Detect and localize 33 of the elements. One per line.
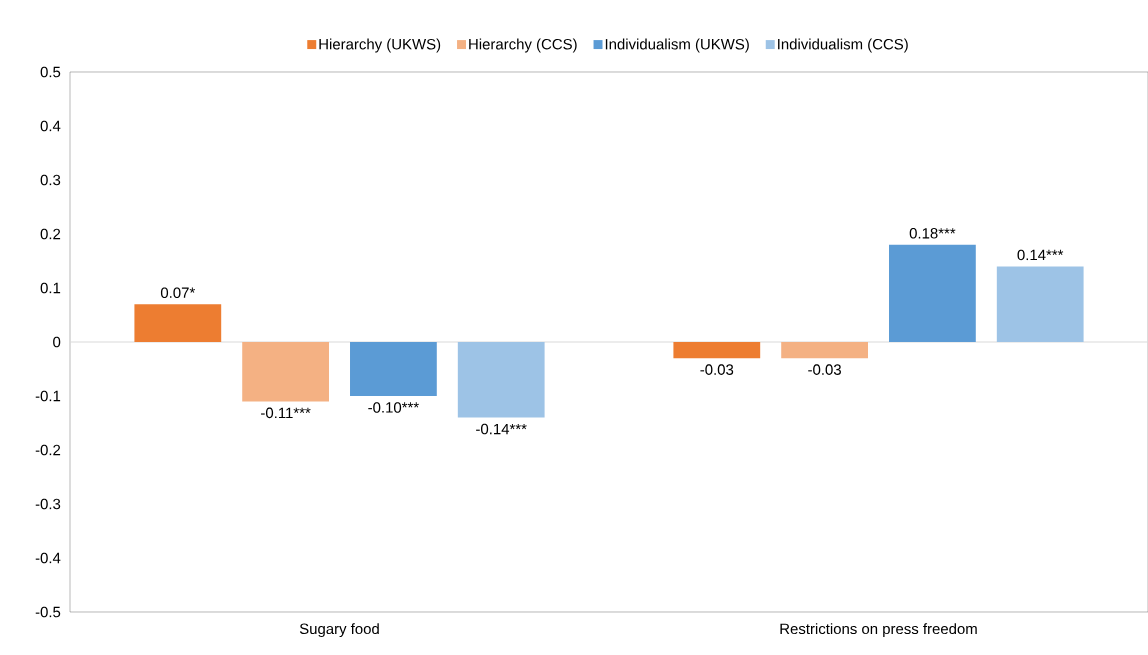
legend-label: Individualism (CCS) — [778, 38, 908, 53]
data-label: -0.03 — [700, 364, 734, 375]
bar — [673, 341, 761, 359]
data-label: 0.14*** — [1017, 249, 1064, 261]
legend-label: Hierarchy (CCS) — [469, 38, 577, 53]
y-tick-label: 0.2 — [40, 228, 61, 240]
bar — [242, 341, 329, 402]
data-label: 0.07* — [160, 287, 196, 298]
y-tick-label: -0.3 — [35, 498, 61, 510]
bar — [350, 341, 437, 396]
y-tick-label: 0.1 — [40, 282, 61, 294]
bar — [457, 341, 545, 418]
bar — [996, 266, 1084, 342]
data-label: 0.18*** — [909, 228, 956, 239]
y-tick-label: -0.2 — [35, 444, 61, 456]
data-label: -0.03 — [808, 364, 841, 375]
y-tick-label: 0.4 — [40, 120, 61, 132]
data-label: -0.10*** — [368, 402, 419, 413]
y-tick-label: -0.4 — [35, 552, 61, 564]
data-label: -0.11*** — [261, 407, 311, 419]
y-tick-label: 0 — [53, 336, 61, 348]
x-tick-label: Restrictions on press freedom — [780, 623, 977, 638]
x-tick-label: Sugary food — [299, 623, 379, 638]
y-tick-label: -0.1 — [35, 390, 61, 402]
bar — [889, 244, 976, 342]
y-tick-label: -0.5 — [35, 606, 61, 618]
y-tick-label: 0.3 — [40, 174, 61, 186]
bar — [134, 304, 222, 342]
data-label: -0.14*** — [476, 423, 527, 435]
legend-label: Individualism (UKWS) — [605, 38, 749, 53]
y-tick-label: 0.5 — [40, 66, 61, 78]
bar — [781, 341, 868, 359]
legend-label: Hierarchy (UKWS) — [319, 38, 441, 53]
